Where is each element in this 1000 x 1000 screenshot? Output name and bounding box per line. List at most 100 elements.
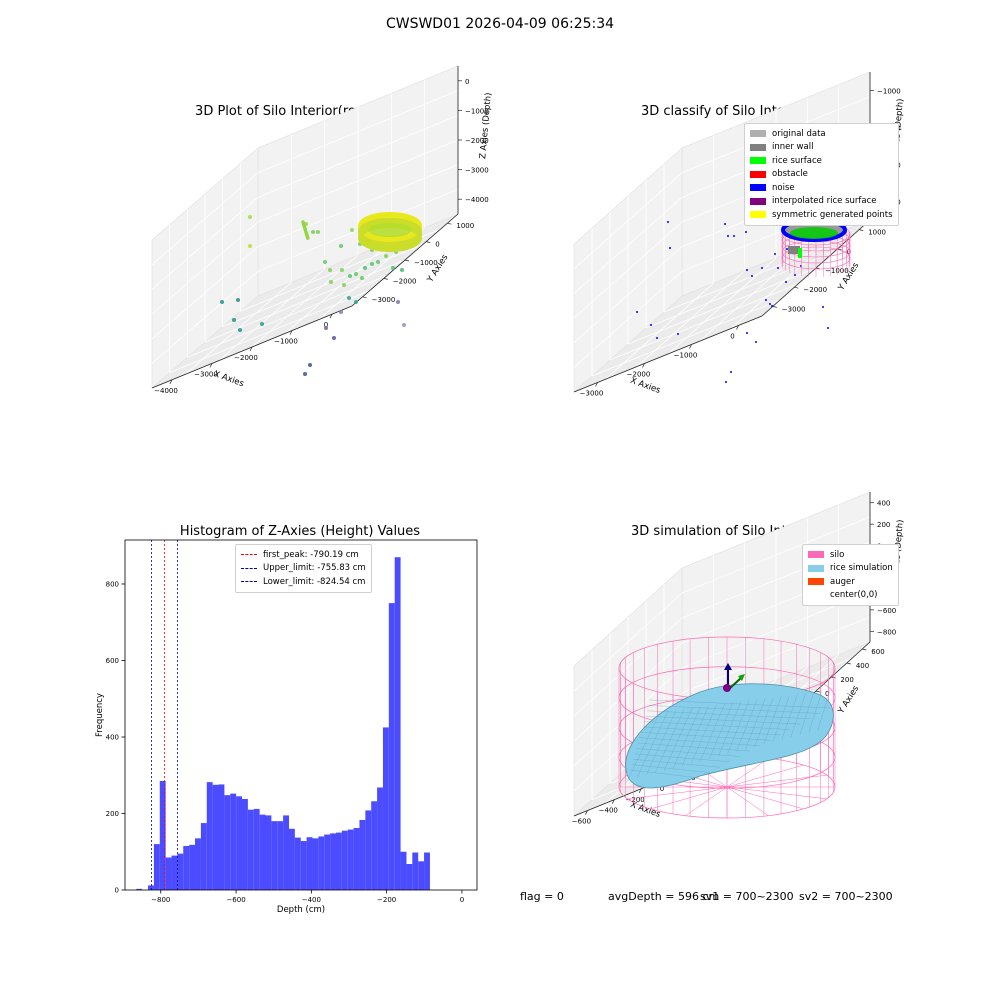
- p1-data-point: [354, 300, 358, 304]
- p1-data-point: [311, 230, 315, 234]
- p2-x-tick: [689, 344, 692, 349]
- histogram-bar: [400, 851, 407, 890]
- p2-noise-point: [727, 235, 729, 237]
- histogram-legend-line: [241, 581, 257, 583]
- p1-x-tick-label: −2000: [234, 354, 258, 362]
- p2-noise-point: [794, 274, 796, 276]
- histogram-bar: [283, 815, 289, 890]
- p4-legend-swatch: [808, 578, 824, 586]
- p2-x-tick-label: 0: [730, 333, 734, 341]
- p4-silo-floor: [726, 786, 827, 800]
- p4-y-tick: [862, 648, 867, 651]
- p1-z-tick-label: −4000: [465, 196, 489, 204]
- p1-y-tick-label: −2000: [393, 277, 417, 285]
- histogram-bar: [412, 852, 419, 890]
- p4-silo-floor: [726, 786, 769, 816]
- p2-y-tick-label: 1000: [868, 229, 886, 237]
- histogram-bar: [306, 837, 313, 890]
- p2-legend-swatch: [750, 130, 766, 138]
- p2-noise-point: [777, 267, 779, 269]
- p1-x-tick-label: −3000: [194, 370, 218, 378]
- p1-x-tick: [209, 363, 213, 368]
- sv1-text: sv1 = 700~2300: [700, 890, 794, 903]
- p1-y-tick: [426, 241, 431, 243]
- p1-ring-center: [368, 223, 412, 237]
- p1-data-point: [316, 230, 320, 234]
- p4-rice-mesh: [817, 689, 831, 731]
- p4-rice-mesh: [640, 732, 771, 741]
- p1-y-tick-label: −3000: [372, 296, 396, 304]
- p1-data-point: [363, 266, 367, 270]
- p4-legend-label: auger: [830, 576, 855, 587]
- p2-legend-item: obstacle: [750, 168, 893, 182]
- p2-noise-point: [785, 281, 787, 283]
- p4-x-tick: [611, 799, 615, 804]
- p1-data-point: [303, 372, 307, 376]
- p2-noise-point: [656, 337, 658, 339]
- histogram-y-tick-label: 600: [106, 657, 119, 665]
- histogram-bar: [200, 823, 207, 890]
- p4-center-arrow-z: [724, 663, 732, 670]
- p2-noise-point: [771, 305, 773, 307]
- p4-rice-mesh: [643, 721, 791, 730]
- p1-data-point: [323, 260, 327, 264]
- p4-z-tick-label: −600: [877, 607, 896, 615]
- p4-y-tick-label: 200: [840, 676, 853, 684]
- p2-y-tick-label: −1000: [825, 267, 849, 275]
- p1-data-point: [376, 260, 380, 264]
- p4-legend-item: auger: [808, 575, 893, 589]
- panel3-title: Histogram of Z-Axies (Height) Values: [179, 524, 421, 539]
- p4-center-arrow-y: [738, 674, 745, 681]
- p1-y-tick: [404, 259, 410, 262]
- histogram-bar: [171, 855, 178, 890]
- histogram-x-tick-label: −800: [151, 896, 170, 904]
- p1-data-point: [324, 326, 328, 330]
- histogram-bar: [253, 808, 260, 890]
- p4-legend-label: rice simulation: [830, 563, 893, 574]
- p1-data-point: [342, 283, 346, 287]
- histogram-bar: [265, 815, 272, 890]
- avg-depth-text: avgDepth = 596 cm: [608, 890, 720, 903]
- p2-noise-point: [822, 306, 824, 308]
- histogram-bar: [330, 833, 336, 890]
- p1-data-point: [402, 323, 406, 327]
- p4-legend-swatch: [808, 592, 824, 599]
- p2-noise-point: [667, 221, 669, 223]
- p4-legend-label: center(0,0): [830, 590, 878, 601]
- p2-noise-point: [774, 253, 776, 255]
- histogram-legend-item: Lower_limit: -824.54 cm: [241, 575, 366, 589]
- histogram-bar: [294, 837, 301, 890]
- p2-noise-point: [769, 303, 771, 305]
- p4-rice-mesh: [736, 699, 758, 752]
- histogram-bar: [300, 841, 307, 890]
- p2-x-tick: [642, 363, 645, 368]
- p4-rice-mesh: [727, 700, 750, 754]
- histogram-bar: [318, 836, 325, 890]
- p1-data-point: [347, 296, 351, 300]
- p2-legend-label: interpolated rice surface: [772, 196, 877, 207]
- p4-rice-mesh: [772, 695, 790, 742]
- p4-silo-floor: [726, 764, 804, 788]
- p4-rice-mesh: [633, 759, 721, 768]
- histogram-x-axis-label: Depth (cm): [277, 905, 325, 915]
- histogram-bar: [224, 795, 231, 890]
- p4-rice-mesh: [639, 737, 761, 746]
- p4-legend-item: silo: [808, 548, 893, 562]
- histogram-legend-label: Upper_limit: -755.83 cm: [263, 563, 366, 574]
- p4-rice-mesh: [645, 709, 677, 776]
- p2-legend-item: inner wall: [750, 141, 893, 155]
- p2-legend-item: rice surface: [750, 154, 893, 168]
- histogram-bar: [277, 821, 284, 890]
- p4-y-tick-label: 0: [825, 690, 829, 698]
- histogram-bar: [206, 782, 213, 890]
- p2-noise-point: [733, 235, 735, 237]
- p4-silo-floor: [650, 786, 728, 810]
- p2-noise-point: [730, 371, 732, 373]
- p4-rice-mesh: [799, 692, 814, 735]
- p4-rice-mesh: [682, 705, 709, 766]
- p2-grid: [573, 172, 683, 269]
- p2-noise-point: [761, 267, 763, 269]
- p4-y-tick-label: 600: [871, 648, 884, 656]
